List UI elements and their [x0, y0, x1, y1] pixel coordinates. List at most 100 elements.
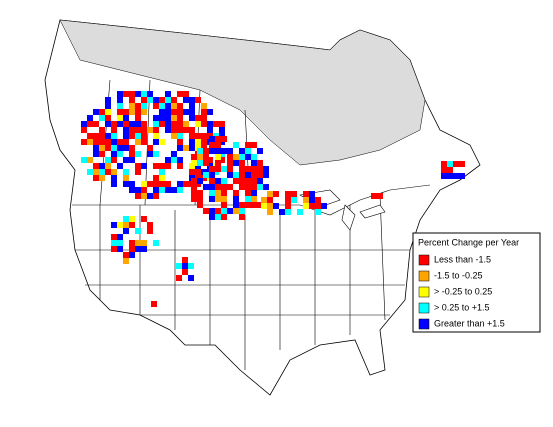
trend-cell [165, 91, 171, 97]
trend-cell [111, 139, 117, 145]
trend-cell [297, 209, 303, 215]
trend-cell [195, 121, 201, 127]
trend-cell [99, 127, 105, 133]
trend-cell [159, 115, 165, 121]
trend-cell [165, 109, 171, 115]
trend-cell [135, 91, 141, 97]
trend-cell [159, 121, 165, 127]
trend-cell [441, 167, 447, 173]
trend-cell [93, 139, 99, 145]
trend-cell [459, 173, 465, 179]
trend-cell [273, 203, 279, 209]
trend-cell [171, 103, 177, 109]
trend-cell [117, 121, 123, 127]
trend-cell [267, 203, 273, 209]
trend-cell [141, 240, 147, 246]
trend-cell [239, 148, 245, 154]
trend-cell [123, 175, 129, 181]
trend-cell [153, 115, 159, 121]
trend-cell [153, 121, 159, 127]
trend-cell [135, 133, 141, 139]
trend-cell [165, 97, 171, 103]
trend-cell [99, 139, 105, 145]
trend-cell [141, 216, 147, 222]
trend-cell [267, 209, 273, 215]
trend-cell [171, 97, 177, 103]
trend-cell [105, 139, 111, 145]
legend-box [412, 232, 541, 333]
trend-cell [117, 115, 123, 121]
trend-cell [117, 103, 123, 109]
trend-cell [309, 203, 315, 209]
trend-cell [165, 157, 171, 163]
trend-cell [261, 203, 267, 209]
trend-cell [117, 234, 123, 240]
trend-cell [203, 148, 209, 154]
trend-cell [141, 121, 147, 127]
trend-cell [123, 169, 129, 175]
trend-cell [135, 115, 141, 121]
trend-cell [123, 109, 129, 115]
trend-cell [189, 145, 195, 151]
trend-cell [111, 151, 117, 157]
trend-cell [245, 196, 251, 202]
trend-cell [215, 208, 221, 214]
trend-cell [203, 160, 209, 166]
trend-cell [93, 175, 99, 181]
trend-cell [209, 214, 215, 220]
trend-cell [135, 163, 141, 169]
trend-cell [291, 197, 297, 203]
trend-cell [123, 127, 129, 133]
trend-cell [221, 178, 227, 184]
trend-cell [201, 115, 207, 121]
trend-cell [201, 133, 207, 139]
trend-cell [87, 157, 93, 163]
trend-cell [129, 103, 135, 109]
trend-cell [105, 133, 111, 139]
trend-cell [153, 103, 159, 109]
trend-cell [251, 172, 257, 178]
trend-cell [171, 133, 177, 139]
trend-cell [135, 121, 141, 127]
trend-cell [123, 252, 129, 258]
trend-cell [105, 97, 111, 103]
trend-cell [263, 184, 269, 190]
trend-cell [197, 202, 203, 208]
trend-cell [227, 166, 233, 172]
trend-cell [233, 172, 239, 178]
trend-cell [153, 127, 159, 133]
trend-cell [233, 154, 239, 160]
trend-cell [309, 197, 315, 203]
trend-cell [221, 196, 227, 202]
trend-cell [111, 175, 117, 181]
trend-cell [123, 157, 129, 163]
trend-cell [123, 91, 129, 97]
trend-cell [189, 139, 195, 145]
trend-cell [111, 222, 117, 228]
trend-cell [147, 91, 153, 97]
trend-cell [165, 187, 171, 193]
trend-cell [129, 91, 135, 97]
trend-cell [203, 154, 209, 160]
trend-cell [233, 160, 239, 166]
trend-cell [135, 187, 141, 193]
trend-cell [153, 181, 159, 187]
trend-cell [171, 127, 177, 133]
trend-cell [177, 133, 183, 139]
trend-cell [141, 103, 147, 109]
trend-cell [191, 160, 197, 166]
trend-cell [159, 169, 165, 175]
trend-cell [195, 97, 201, 103]
trend-cell [459, 161, 465, 167]
trend-cell [221, 148, 227, 154]
trend-cell [233, 208, 239, 214]
trend-cell [111, 145, 117, 151]
trend-cell [129, 181, 135, 187]
trend-cell [159, 97, 165, 103]
trend-cell [245, 184, 251, 190]
trend-cell [111, 240, 117, 246]
trend-cell [165, 127, 171, 133]
trend-cell [209, 136, 215, 142]
trend-cell [245, 190, 251, 196]
trend-cell [191, 184, 197, 190]
